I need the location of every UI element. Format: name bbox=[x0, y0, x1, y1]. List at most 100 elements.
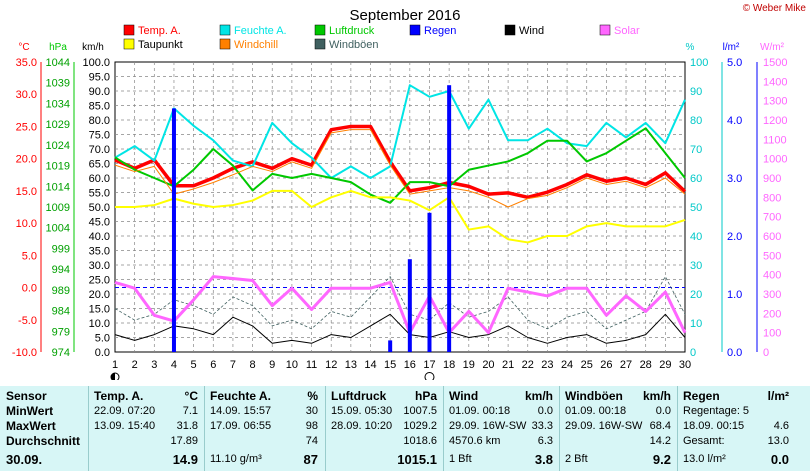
series-line-windb-en bbox=[114, 276, 686, 330]
legend-swatch bbox=[123, 24, 135, 36]
separator bbox=[677, 386, 678, 471]
legend-swatch bbox=[314, 38, 326, 50]
separator bbox=[443, 386, 444, 471]
temp-max-date: 13.09. 15:40 bbox=[94, 420, 156, 432]
axis-unit-humidity: % bbox=[686, 42, 695, 53]
tick-label-humidity: 20 bbox=[690, 289, 702, 301]
tick-label-temp: 35.0 bbox=[16, 57, 37, 69]
humidity-min-date: 14.09. 15:57 bbox=[210, 405, 272, 417]
tick-label-solar: 1100 bbox=[763, 134, 787, 146]
gust-max: 68.4 bbox=[649, 420, 671, 432]
tick-label-temp: 5.0 bbox=[22, 250, 37, 262]
humidity-avg: 74 bbox=[305, 435, 318, 447]
tick-label-rain: 0.0 bbox=[727, 347, 742, 359]
tick-label-pressure: 1014 bbox=[46, 181, 70, 193]
wind-header: Wind bbox=[449, 389, 479, 403]
tick-label-solar: 1300 bbox=[763, 96, 787, 108]
wind-distance: 4570.6 km bbox=[449, 435, 501, 447]
rain-bar bbox=[171, 108, 176, 353]
stats-gust: Windböen km/h 01.09. 00:18 0.0 29.09. 16W-… bbox=[565, 386, 675, 471]
rain-max: 4.6 bbox=[773, 420, 789, 432]
legend-swatch bbox=[219, 24, 231, 36]
legend-label: Windböen bbox=[329, 39, 379, 51]
pressure-min-date: 15.09. 05:30 bbox=[331, 405, 393, 417]
temp-avg: 17.89 bbox=[170, 435, 198, 447]
sensor-label: Sensor bbox=[6, 389, 47, 403]
axis-unit-wind: km/h bbox=[82, 42, 104, 53]
rain-bar bbox=[447, 85, 452, 352]
tick-label-humidity: 60 bbox=[690, 173, 702, 185]
stats-temp: Temp. A. °C 22.09. 07:20 7.1 13.09. 15:40 3… bbox=[94, 386, 202, 471]
pressure-max: 1029.2 bbox=[403, 420, 437, 432]
pressure-max-date: 28.09. 10:20 bbox=[331, 420, 393, 432]
legend-label: Regen bbox=[424, 25, 456, 37]
legend-swatch bbox=[504, 24, 516, 36]
current-date: 30.09. bbox=[6, 452, 43, 467]
tick-label-solar: 400 bbox=[763, 270, 781, 282]
x-tick-label: 11 bbox=[306, 359, 317, 371]
tick-label-rain: 2.0 bbox=[727, 231, 742, 243]
tick-label-pressure: 994 bbox=[52, 264, 70, 276]
tick-label-wind: 95.0 bbox=[89, 72, 110, 84]
gust-min: 0.0 bbox=[655, 405, 671, 417]
tick-label-humidity: 40 bbox=[690, 231, 702, 243]
humidity-min: 30 bbox=[305, 405, 318, 417]
tick-label-pressure: 1004 bbox=[46, 223, 70, 235]
rain-bar bbox=[388, 340, 393, 352]
tick-label-wind: 10.0 bbox=[89, 318, 110, 330]
x-tick-label: 12 bbox=[325, 359, 337, 371]
tick-label-pressure: 1039 bbox=[46, 78, 70, 90]
tick-label-wind: 70.0 bbox=[89, 144, 110, 156]
x-tick-label: 28 bbox=[640, 359, 652, 371]
tick-label-solar: 700 bbox=[763, 212, 781, 224]
stats-humidity: Feuchte A.% 14.09. 15:57 30 17.09. 06:55 9… bbox=[210, 386, 322, 471]
rain-days: Regentage: 5 bbox=[683, 405, 750, 417]
x-tick-label: 19 bbox=[463, 359, 475, 371]
tick-label-temp: 30.0 bbox=[16, 89, 37, 101]
temp-header: Temp. A. bbox=[94, 389, 144, 403]
tick-label-wind: 100.0 bbox=[82, 57, 110, 69]
tick-label-temp: 25.0 bbox=[16, 121, 37, 133]
x-tick-label: 30 bbox=[679, 359, 691, 371]
pressure-header: Luftdruck bbox=[331, 389, 387, 403]
tick-label-solar: 0 bbox=[763, 347, 769, 359]
x-tick-label: 22 bbox=[522, 359, 534, 371]
humidity-abs: 11.10 g/m³ bbox=[210, 453, 262, 465]
x-tick-label: 13 bbox=[345, 359, 357, 371]
x-tick-label: 5 bbox=[191, 359, 197, 371]
axis-unit-pressure: hPa bbox=[49, 42, 67, 53]
tick-label-pressure: 1029 bbox=[46, 119, 70, 131]
x-tick-label: 27 bbox=[620, 359, 632, 371]
rain-day: 13.0 l/m² bbox=[683, 453, 726, 465]
tick-label-pressure: 1034 bbox=[46, 98, 70, 110]
legend-label: Luftdruck bbox=[329, 25, 375, 37]
x-tick-label: 20 bbox=[482, 359, 494, 371]
min-label: MinWert bbox=[6, 404, 54, 418]
tick-label-rain: 3.0 bbox=[727, 173, 742, 185]
x-tick-label: 18 bbox=[443, 359, 455, 371]
tick-label-solar: 1400 bbox=[763, 76, 787, 88]
stats-rain: Regen l/m² Regentage: 5 18.09. 00:15 4.6 G… bbox=[683, 386, 793, 471]
tick-label-solar: 600 bbox=[763, 231, 781, 243]
pressure-unit: hPa bbox=[414, 389, 437, 403]
legend-swatch bbox=[599, 24, 611, 36]
chart-title: September 2016 bbox=[350, 7, 461, 24]
new-moon-icon bbox=[424, 372, 435, 382]
tick-label-solar: 200 bbox=[763, 308, 781, 320]
pressure-avg: 1018.6 bbox=[403, 435, 437, 447]
pressure-current: 1015.1 bbox=[397, 452, 437, 467]
wind-min-date: 01.09. 00:18 bbox=[449, 405, 511, 417]
x-tick-label: 15 bbox=[384, 359, 396, 371]
tick-label-wind: 40.0 bbox=[89, 231, 110, 243]
tick-label-wind: 90.0 bbox=[89, 86, 110, 98]
wind-max-date: 29.09. 16W-SW bbox=[449, 420, 527, 432]
tick-label-wind: 25.0 bbox=[89, 275, 110, 287]
tick-label-pressure: 984 bbox=[52, 306, 70, 318]
tick-label-pressure: 1019 bbox=[46, 161, 70, 173]
stats-labels: Sensor MinWert MaxWert Durchschnitt 30.0… bbox=[6, 386, 86, 471]
rain-total: 13.0 bbox=[767, 435, 789, 447]
tick-label-temp: 0.0 bbox=[22, 283, 37, 295]
tick-label-solar: 1200 bbox=[763, 115, 787, 127]
tick-label-humidity: 0 bbox=[690, 347, 696, 359]
gust-header: Windböen bbox=[565, 389, 623, 403]
